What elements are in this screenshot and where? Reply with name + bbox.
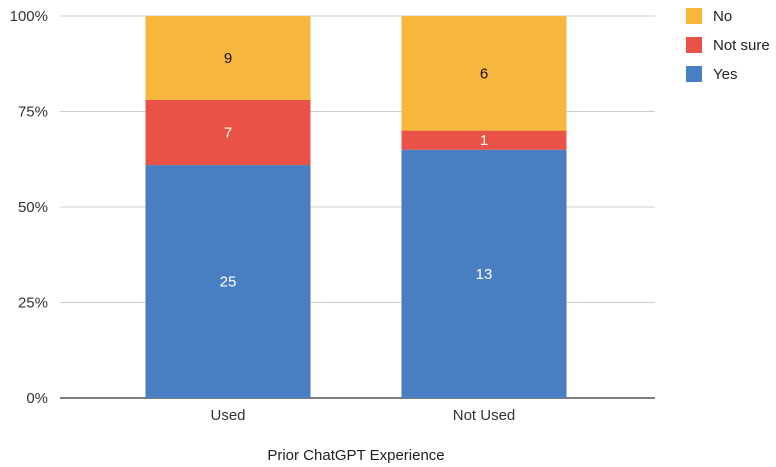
bar-segment — [401, 149, 567, 398]
y-tick-label: 75% — [18, 104, 48, 121]
x-tick-label: Not Used — [453, 407, 516, 424]
legend-label: Not sure — [713, 37, 770, 54]
bar-segment — [145, 165, 311, 398]
y-tick-label: 25% — [18, 295, 48, 312]
data-label: 9 — [224, 50, 232, 67]
legend-label: Yes — [713, 66, 737, 83]
data-label: 25 — [220, 274, 237, 291]
bar-segment — [145, 99, 311, 166]
data-label: 13 — [476, 266, 493, 283]
bars — [145, 16, 567, 398]
x-axis-title: Prior ChatGPT Experience — [267, 447, 444, 464]
legend-swatch — [686, 66, 702, 82]
y-tick-label: 0% — [26, 390, 48, 407]
x-axis-ticks: Used Not Used — [210, 407, 515, 424]
y-tick-label: 100% — [10, 8, 48, 25]
data-label: 1 — [480, 132, 488, 149]
legend-swatch — [686, 37, 702, 53]
data-label: 7 — [224, 124, 232, 141]
x-tick-label: Used — [210, 407, 245, 424]
y-axis-ticks: 0% 25% 50% 75% 100% — [10, 8, 48, 407]
legend-label: No — [713, 8, 732, 25]
data-label: 6 — [480, 65, 488, 82]
bar-segment — [401, 16, 567, 131]
legend: No Not sure Yes — [686, 8, 770, 83]
bar-segment — [145, 16, 311, 100]
bar-segment — [401, 130, 567, 150]
legend-swatch — [686, 8, 702, 24]
y-tick-label: 50% — [18, 199, 48, 216]
segment-labels: 25 7 9 13 1 6 — [220, 50, 493, 291]
